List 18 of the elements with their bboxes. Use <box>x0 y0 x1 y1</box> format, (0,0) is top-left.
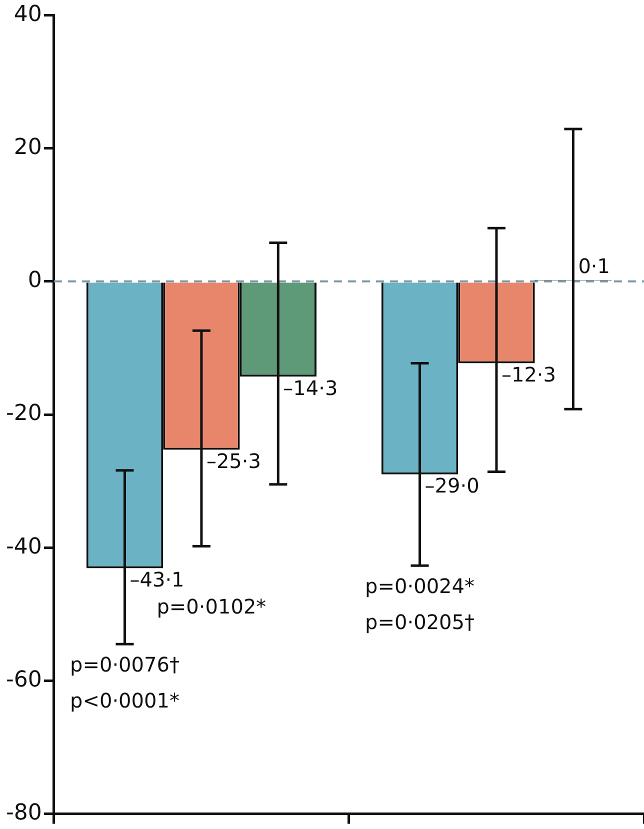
data-label: –12·3 <box>501 362 556 386</box>
data-label: –43·1 <box>130 567 184 592</box>
y-tick-label: -40 <box>6 534 42 560</box>
annotation: p=0·0205† <box>365 610 474 634</box>
y-tick-label: -20 <box>6 401 42 426</box>
data-label: –29·0 <box>424 474 480 498</box>
data-label: –14·3 <box>283 376 338 400</box>
y-tick-label: -80 <box>6 800 42 826</box>
y-tick-label: 20 <box>14 135 42 160</box>
y-tick-label: 0 <box>28 268 42 294</box>
y-tick-label: 40 <box>14 2 42 27</box>
y-tick-label: -60 <box>6 667 42 692</box>
annotation: p=0·0102* <box>156 594 266 618</box>
annotation: p=0·0076† <box>70 652 180 676</box>
data-label: 0·1 <box>578 254 610 278</box>
annotation: p<0·0001* <box>70 688 180 712</box>
annotation: p=0·0024* <box>365 574 474 598</box>
data-label: –25·3 <box>206 448 261 473</box>
